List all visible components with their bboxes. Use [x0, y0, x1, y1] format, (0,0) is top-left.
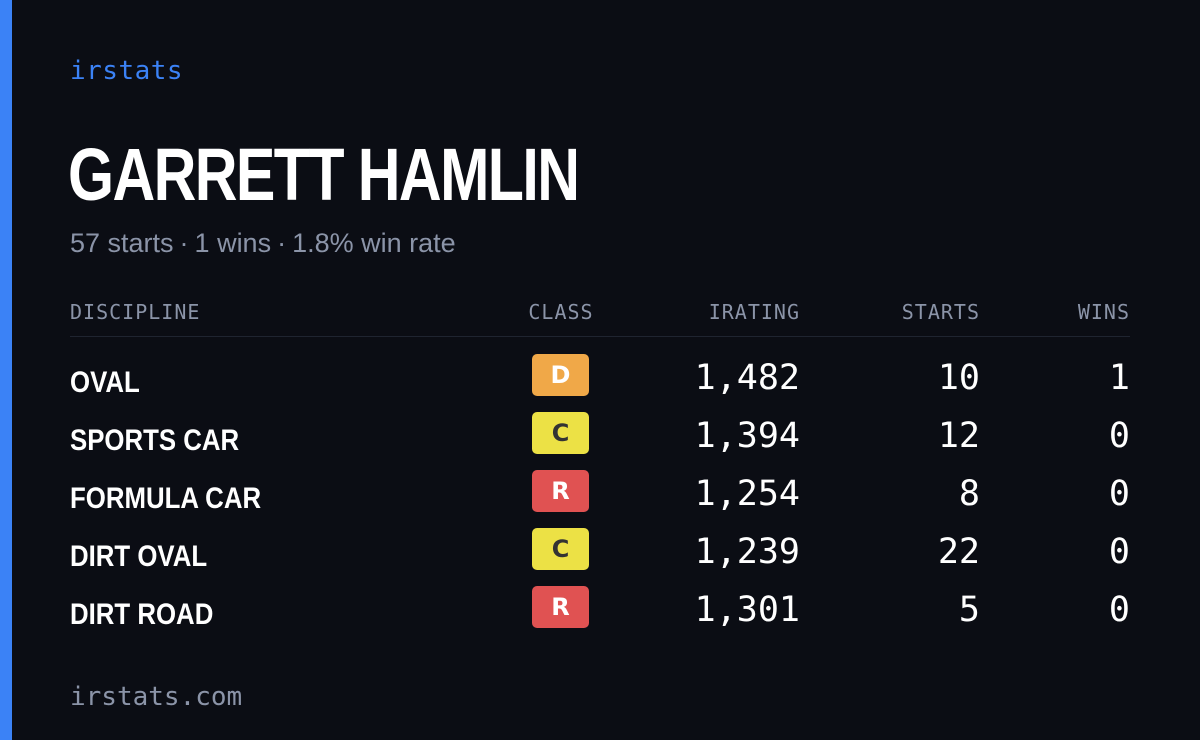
irating-value: 1,239 [694, 532, 800, 572]
header-starts: STARTS [901, 300, 980, 324]
header-discipline: DISCIPLINE [70, 300, 201, 324]
summary-wins: 1 wins [194, 228, 272, 258]
accent-bar [0, 0, 12, 740]
wins-value: 1 [1108, 358, 1130, 398]
class-badge: C [532, 412, 589, 454]
starts-value: 22 [937, 532, 980, 572]
wins-value: 0 [1108, 590, 1130, 630]
wins-value: 0 [1108, 416, 1130, 456]
brand-logo[interactable]: irstats [70, 56, 184, 86]
irating-value: 1,394 [694, 416, 800, 456]
table-row: DIRT OVAL C 1,239 22 0 [70, 522, 1130, 580]
header-wins: WINS [1077, 300, 1130, 324]
class-badge: D [532, 354, 589, 396]
class-badge: R [532, 470, 589, 512]
table-row: SPORTS CAR C 1,394 12 0 [70, 406, 1130, 464]
header-irating: IRATING [708, 300, 800, 324]
driver-name: GARRETT HAMLIN [68, 133, 580, 216]
class-badge: R [532, 586, 589, 628]
driver-summary: 57 starts · 1 wins · 1.8% win rate [70, 228, 456, 259]
starts-value: 12 [937, 416, 980, 456]
class-badge: C [532, 528, 589, 570]
table-row: FORMULA CAR R 1,254 8 0 [70, 464, 1130, 522]
summary-win-rate: 1.8% win rate [292, 228, 456, 258]
discipline-name: OVAL [70, 366, 140, 399]
starts-value: 10 [937, 358, 980, 398]
discipline-name: DIRT ROAD [70, 598, 214, 631]
starts-value: 5 [958, 590, 980, 630]
discipline-name: FORMULA CAR [70, 482, 262, 515]
header-class: CLASS [528, 300, 594, 324]
irating-value: 1,301 [694, 590, 800, 630]
table-header: DISCIPLINE CLASS IRATING STARTS WINS [70, 300, 1130, 337]
irating-value: 1,482 [694, 358, 800, 398]
discipline-name: DIRT OVAL [70, 540, 208, 573]
discipline-name: SPORTS CAR [70, 424, 240, 457]
wins-value: 0 [1108, 474, 1130, 514]
summary-separator: · [179, 228, 189, 258]
starts-value: 8 [958, 474, 980, 514]
table-row: DIRT ROAD R 1,301 5 0 [70, 580, 1130, 638]
irating-value: 1,254 [694, 474, 800, 514]
table-row: OVAL D 1,482 10 1 [70, 348, 1130, 406]
wins-value: 0 [1108, 532, 1130, 572]
footer-url[interactable]: irstats.com [70, 682, 243, 712]
summary-separator: · [277, 228, 287, 258]
summary-starts: 57 starts [70, 228, 174, 258]
